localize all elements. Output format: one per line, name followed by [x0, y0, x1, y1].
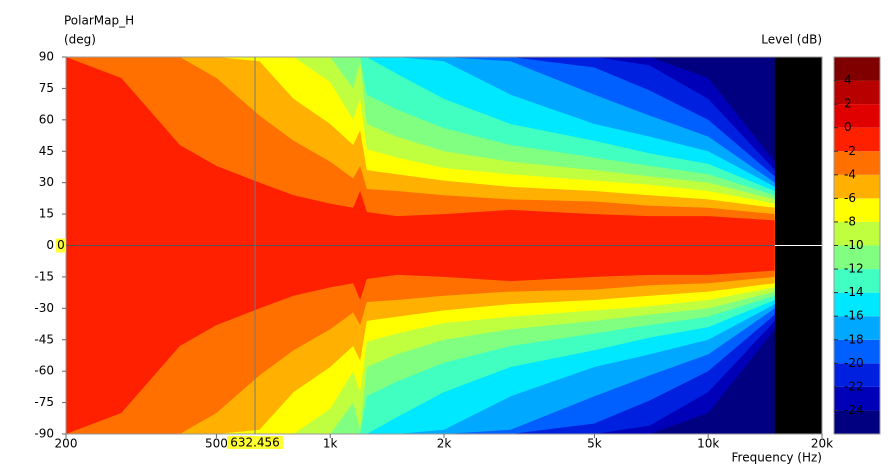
colorbar-band [834, 80, 880, 105]
y-tick-label: 30 [39, 175, 54, 189]
colorbar-tick-label: 4 [844, 73, 852, 87]
y-axis-label: (deg) [64, 33, 96, 47]
colorbar-tick-label: -4 [844, 167, 856, 181]
y-tick-label: 45 [39, 144, 54, 158]
colorbar-label: Level (dB) [761, 33, 822, 47]
colorbar-tick-label: -18 [844, 332, 864, 346]
x-tick-label: 200 [55, 437, 78, 451]
colorbar-band [834, 151, 880, 175]
x-tick-label: 20k [811, 437, 833, 451]
colorbar-band [834, 386, 880, 411]
colorbar-band [834, 174, 880, 199]
colorbar-tick-label: -22 [844, 379, 864, 393]
x-tick-label: 2k [437, 437, 452, 451]
x-tick-label: 1k [323, 437, 338, 451]
colorbar-band [834, 316, 880, 340]
colorbar-tick-label: 0 [844, 120, 852, 134]
x-tick-label: 500 [205, 437, 228, 451]
colorbar-tick-label: -24 [844, 403, 864, 417]
colorbar-band [834, 127, 880, 152]
y-tick-label: 75 [39, 81, 54, 95]
colorbar-band [834, 410, 880, 434]
colorbar-tick-label: -2 [844, 144, 856, 158]
chart-title: PolarMap_H [64, 14, 134, 28]
y-tick-label: -90 [34, 427, 54, 441]
colorbar-tick-label: 2 [844, 97, 852, 111]
colorbar-band [834, 269, 880, 293]
colorbar-tick-label: -10 [844, 238, 864, 252]
colorbar-band [834, 104, 880, 128]
y-tick-label: -30 [34, 301, 54, 315]
colorbar-band [834, 198, 880, 222]
x-axis-label: Frequency (Hz) [732, 451, 823, 465]
colorbar-band [834, 339, 880, 364]
y-tick-label: 15 [39, 207, 54, 221]
y-tick-label: -15 [34, 269, 54, 283]
colorbar-band [834, 363, 880, 387]
colorbar-tick-label: -6 [844, 191, 856, 205]
x-tick-label: 5k [587, 437, 602, 451]
y-tick-label: 60 [39, 112, 54, 126]
x-tick-label: 10k [697, 437, 719, 451]
cursor-x-label-bg [227, 436, 284, 449]
colorbar-tick-label: -8 [844, 214, 856, 228]
colorbar-tick-label: -12 [844, 262, 864, 276]
colorbar-band [834, 245, 880, 270]
cursor-x-label: 632.456 [230, 436, 280, 450]
y-tick-label: 90 [39, 50, 54, 64]
colorbar-band [834, 292, 880, 317]
colorbar-band [834, 221, 880, 246]
cursor-y-label-bg [56, 238, 66, 253]
y-tick-label: -60 [34, 364, 54, 378]
y-tick-label: 0 [46, 238, 54, 252]
colorbar-tick-label: -14 [844, 285, 864, 299]
cursor-y-label: 0 [57, 238, 65, 252]
y-tick-label: -75 [34, 395, 54, 409]
colorbar-tick-label: -20 [844, 356, 864, 370]
y-tick-label: -45 [34, 332, 54, 346]
colorbar-tick-label: -16 [844, 309, 864, 323]
colorbar-band [834, 57, 880, 81]
